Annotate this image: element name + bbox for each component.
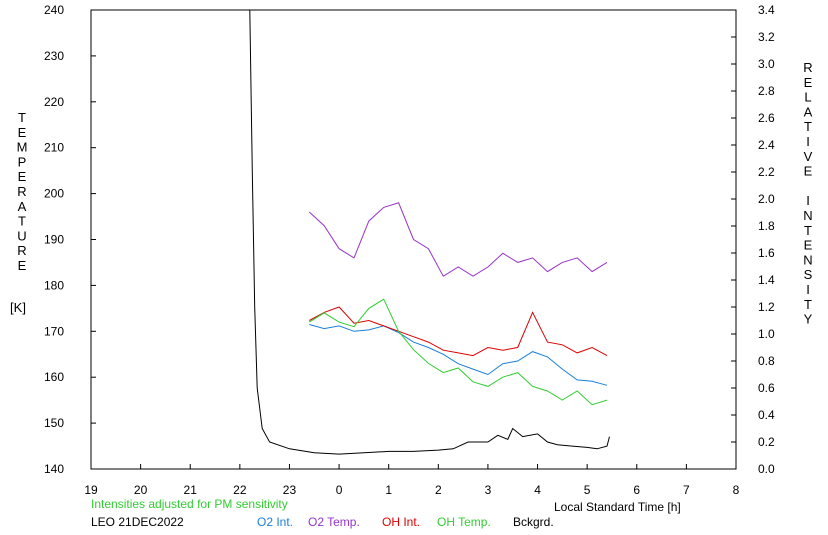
series-layer xyxy=(249,9,610,455)
legend-background: Bckgrd. xyxy=(513,515,554,529)
left-axis-ticks: 140 150 160 170 180 190 200 210 220 230 240 xyxy=(44,3,96,476)
x-tick-label: 5 xyxy=(584,483,591,497)
right-tick-label: 0.8 xyxy=(758,354,775,368)
right-axis-letter: E xyxy=(804,238,813,253)
sensitivity-note: Intensities adjusted for PM sensitivity xyxy=(91,497,288,511)
right-axis-letter: Y xyxy=(804,312,813,327)
left-axis-letter: R xyxy=(17,184,26,199)
left-tick-label: 170 xyxy=(44,324,64,338)
right-axis-letter: A xyxy=(804,104,813,119)
right-tick-label: 2.0 xyxy=(758,192,775,206)
left-axis-letter: T xyxy=(18,214,26,229)
left-tick-label: 140 xyxy=(44,462,64,476)
legend-oh-int: OH Int. xyxy=(382,515,421,529)
x-tick-label: 4 xyxy=(534,483,541,497)
legend-o2-int: O2 Int. xyxy=(257,515,294,529)
x-tick-label: 21 xyxy=(184,483,198,497)
right-tick-label: 0.0 xyxy=(758,462,775,476)
left-tick-label: 190 xyxy=(44,233,64,247)
right-axis-letter: I xyxy=(806,134,810,149)
right-tick-label: 0.4 xyxy=(758,408,775,422)
left-axis-letter: E xyxy=(18,258,27,273)
right-tick-label: 2.2 xyxy=(758,165,775,179)
left-axis-letter: T xyxy=(18,110,26,125)
right-tick-label: 2.6 xyxy=(758,111,775,125)
right-tick-label: 1.2 xyxy=(758,300,775,314)
right-axis-letter: E xyxy=(804,164,813,179)
right-axis-letter: R xyxy=(803,60,812,75)
right-axis-letter: N xyxy=(803,252,812,267)
x-axis-label: Local Standard Time [h] xyxy=(554,500,681,514)
series-line-0 xyxy=(309,324,608,386)
left-tick-label: 220 xyxy=(44,95,64,109)
legend-o2-temp: O2 Temp. xyxy=(308,515,360,529)
x-tick-label: 3 xyxy=(485,483,492,497)
right-axis-ticks: 0.0 0.2 0.4 0.6 0.8 1.0 1.2 1.4 1.6 1.8 2.0 2.2 2.4 2… xyxy=(731,3,775,476)
right-tick-label: 1.8 xyxy=(758,219,775,233)
left-tick-label: 160 xyxy=(44,370,64,384)
left-axis-unit: [K] xyxy=(10,300,26,315)
left-tick-label: 210 xyxy=(44,141,64,155)
right-tick-label: 1.6 xyxy=(758,246,775,260)
left-axis-letter: M xyxy=(17,140,28,155)
series-line-2 xyxy=(309,306,608,357)
right-axis-letter: T xyxy=(804,223,812,238)
left-axis-letter: E xyxy=(18,125,27,140)
left-axis-letter: U xyxy=(17,228,26,243)
right-axis-letter: T xyxy=(804,297,812,312)
right-axis-letter: T xyxy=(804,119,812,134)
station-date-label: LEO 21DEC2022 xyxy=(91,515,184,529)
left-tick-label: 240 xyxy=(44,3,64,17)
right-tick-label: 0.2 xyxy=(758,435,775,449)
x-tick-label: 0 xyxy=(336,483,343,497)
left-tick-label: 230 xyxy=(44,49,64,63)
series-line-3 xyxy=(309,298,608,406)
right-tick-label: 3.2 xyxy=(758,30,775,44)
right-axis-letter: N xyxy=(803,208,812,223)
right-tick-label: 2.4 xyxy=(758,138,775,152)
right-tick-label: 0.6 xyxy=(758,381,775,395)
left-tick-label: 200 xyxy=(44,187,64,201)
left-tick-label: 180 xyxy=(44,278,64,292)
x-tick-label: 19 xyxy=(84,483,98,497)
left-tick-label: 150 xyxy=(44,416,64,430)
right-axis-letter: I xyxy=(806,282,810,297)
x-tick-label: 8 xyxy=(733,483,740,497)
x-tick-label: 20 xyxy=(134,483,148,497)
right-axis-letter: S xyxy=(804,267,813,282)
right-tick-label: 3.4 xyxy=(758,3,775,17)
x-tick-label: 6 xyxy=(633,483,640,497)
left-axis-letter: P xyxy=(18,154,27,169)
series-line-4 xyxy=(249,9,610,455)
right-axis-letter: L xyxy=(804,90,811,105)
series-line-1 xyxy=(308,202,608,277)
right-axis-letter: V xyxy=(804,149,813,164)
right-tick-label: 3.0 xyxy=(758,57,775,71)
x-tick-label: 23 xyxy=(283,483,297,497)
right-axis-letter: E xyxy=(804,75,813,90)
x-tick-label: 7 xyxy=(683,483,690,497)
x-tick-label: 22 xyxy=(233,483,247,497)
legend-oh-temp: OH Temp. xyxy=(437,515,491,529)
left-axis-letter: E xyxy=(18,169,27,184)
right-tick-label: 1.0 xyxy=(758,327,775,341)
right-axis-letter: I xyxy=(806,193,810,208)
left-axis-letter: R xyxy=(17,243,26,258)
x-tick-label: 1 xyxy=(385,483,392,497)
x-axis-ticks: 19 20 21 22 23 0 1 2 3 4 5 6 7 8 xyxy=(84,464,740,497)
right-tick-label: 1.4 xyxy=(758,273,775,287)
x-tick-label: 2 xyxy=(435,483,442,497)
right-tick-label: 2.8 xyxy=(758,84,775,98)
left-axis-letter: A xyxy=(18,199,27,214)
